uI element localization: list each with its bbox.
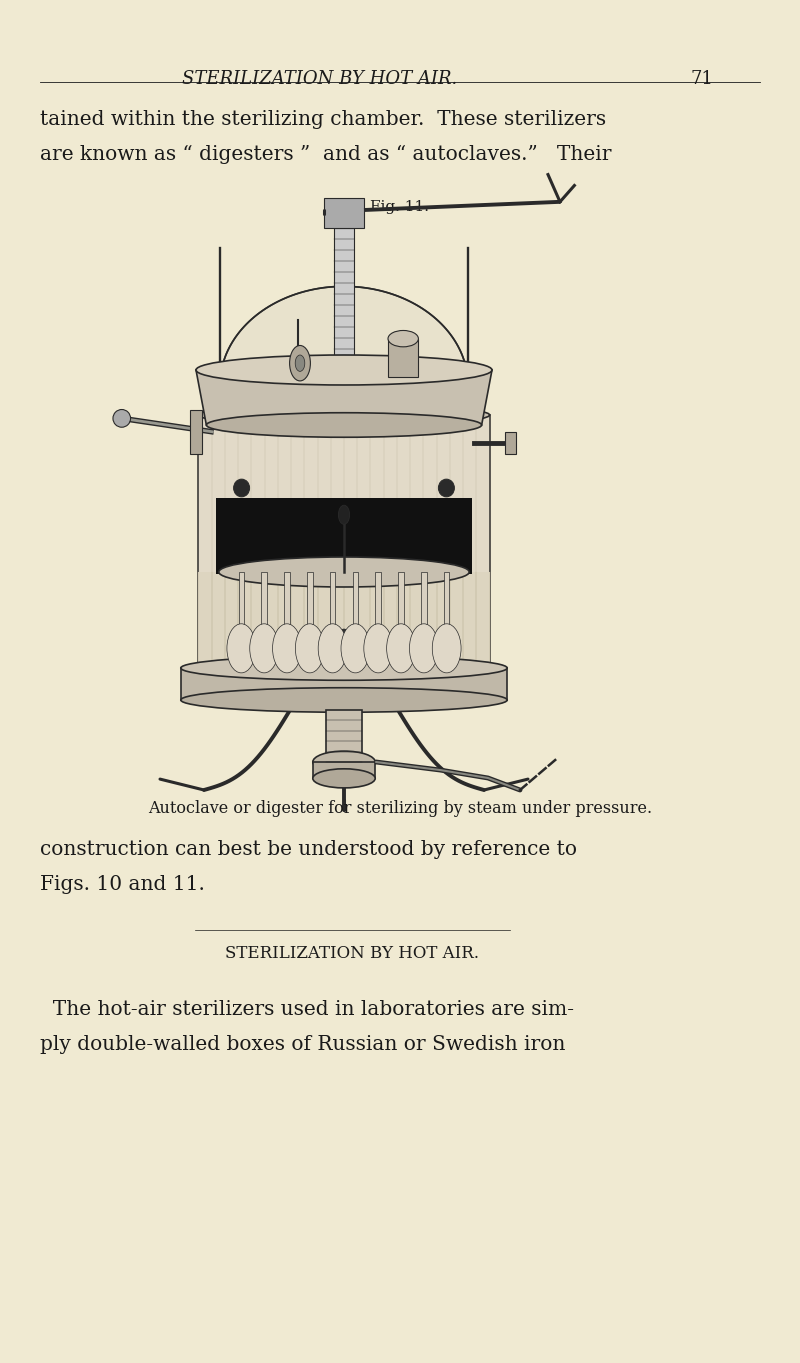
Text: Autoclave or digester for sterilizing by steam under pressure.: Autoclave or digester for sterilizing by…: [148, 800, 652, 816]
Ellipse shape: [198, 403, 490, 425]
Circle shape: [341, 624, 370, 673]
Text: are known as “ digesters ”  and as “ autoclaves.”   Their: are known as “ digesters ” and as “ auto…: [40, 144, 611, 164]
Text: STERILIZATION BY HOT AIR.: STERILIZATION BY HOT AIR.: [225, 945, 479, 962]
Ellipse shape: [388, 330, 418, 346]
Text: Fig. 11.: Fig. 11.: [370, 200, 430, 214]
Polygon shape: [220, 286, 468, 384]
Bar: [262, 572, 267, 624]
Bar: [313, 762, 375, 778]
Ellipse shape: [181, 656, 507, 680]
Bar: [190, 410, 202, 454]
Circle shape: [364, 624, 393, 673]
Ellipse shape: [313, 769, 375, 788]
Text: STERILIZATION BY HOT AIR.: STERILIZATION BY HOT AIR.: [182, 70, 458, 89]
Bar: [216, 497, 472, 574]
Circle shape: [295, 624, 324, 673]
Ellipse shape: [234, 480, 250, 497]
Text: The hot-air sterilizers used in laboratories are sim-: The hot-air sterilizers used in laborato…: [40, 1000, 574, 1020]
Circle shape: [318, 624, 347, 673]
Text: Figs. 10 and 11.: Figs. 10 and 11.: [40, 875, 205, 894]
Ellipse shape: [196, 354, 492, 384]
Circle shape: [338, 506, 350, 525]
Ellipse shape: [206, 413, 482, 438]
Circle shape: [338, 630, 350, 652]
Circle shape: [290, 345, 310, 380]
Ellipse shape: [218, 557, 470, 587]
Text: ply double-walled boxes of Russian or Swedish iron: ply double-walled boxes of Russian or Sw…: [40, 1035, 566, 1054]
Ellipse shape: [438, 480, 454, 497]
Bar: [326, 710, 362, 762]
Ellipse shape: [313, 751, 375, 773]
Bar: [334, 228, 354, 382]
Bar: [505, 432, 516, 454]
Bar: [375, 572, 381, 624]
Ellipse shape: [113, 409, 130, 427]
Bar: [353, 572, 358, 624]
Bar: [444, 572, 450, 624]
Circle shape: [410, 624, 438, 673]
Polygon shape: [196, 369, 492, 425]
Text: construction can best be understood by reference to: construction can best be understood by r…: [40, 840, 577, 859]
Circle shape: [250, 624, 278, 673]
Bar: [238, 572, 244, 624]
Ellipse shape: [181, 688, 507, 713]
Text: 71: 71: [690, 70, 713, 89]
Bar: [198, 572, 490, 668]
Circle shape: [386, 624, 415, 673]
Bar: [388, 338, 418, 376]
Bar: [421, 572, 426, 624]
Circle shape: [432, 624, 461, 673]
Ellipse shape: [198, 657, 490, 679]
Bar: [307, 572, 313, 624]
Bar: [284, 572, 290, 624]
Text: tained within the sterilizing chamber.  These sterilizers: tained within the sterilizing chamber. T…: [40, 110, 606, 129]
Bar: [398, 572, 404, 624]
Bar: [198, 414, 490, 668]
Circle shape: [273, 624, 302, 673]
Bar: [324, 198, 364, 228]
Bar: [330, 572, 335, 624]
Circle shape: [295, 354, 305, 371]
Circle shape: [227, 624, 256, 673]
Bar: [181, 668, 507, 701]
